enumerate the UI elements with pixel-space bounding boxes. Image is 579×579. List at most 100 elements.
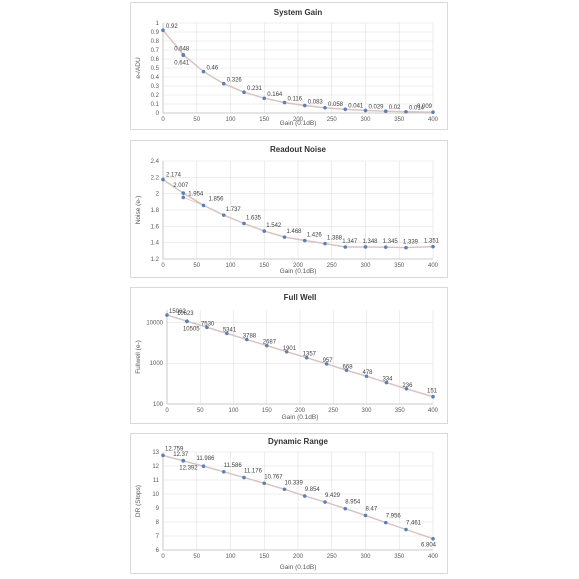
data-point	[383, 520, 388, 525]
data-point	[431, 536, 435, 541]
x-tick-label: 50	[193, 263, 200, 269]
y-tick-label: 0.6	[151, 57, 160, 63]
data-label: 0.641	[174, 60, 190, 66]
data-label: 1.635	[246, 215, 262, 221]
chart-title: Full Well	[284, 293, 317, 302]
x-tick-label: 50	[193, 554, 200, 560]
y-tick-label: 0.3	[151, 84, 160, 90]
data-point	[431, 110, 435, 114]
data-label: 2.007	[173, 183, 189, 189]
data-label: 0.083	[308, 100, 324, 106]
x-tick-label: 50	[193, 117, 200, 123]
data-point	[262, 481, 267, 486]
chart-title: Readout Noise	[270, 145, 327, 154]
x-tick-label: 0	[161, 554, 165, 560]
data-point	[284, 349, 289, 354]
data-point	[383, 245, 388, 249]
y-tick-label: 0	[156, 111, 160, 117]
data-label: 10.767	[264, 474, 283, 480]
data-label: 1.542	[266, 223, 282, 229]
x-tick-label: 100	[228, 408, 239, 414]
data-point	[181, 195, 186, 200]
data-label: 1901	[283, 346, 297, 352]
data-label: 15062	[169, 309, 186, 315]
x-tick-label: 150	[262, 408, 273, 414]
y-tick-label: 2.4	[151, 159, 160, 165]
x-tick-label: 200	[293, 554, 304, 560]
x-tick-label: 350	[395, 408, 406, 414]
data-label: 0.231	[247, 86, 263, 92]
data-point	[384, 380, 389, 385]
data-point	[282, 487, 287, 492]
y-tick-label: 2.2	[151, 175, 160, 181]
data-point	[185, 319, 189, 324]
data-point	[181, 458, 186, 463]
data-point	[165, 313, 169, 317]
x-tick-label: 350	[394, 554, 405, 560]
data-point	[225, 331, 229, 336]
y-tick-label: 2	[156, 192, 160, 198]
data-label: 478	[363, 370, 374, 376]
chart-full-well: Full Well 100 1000 10000 0 50 100 150 200 250 300 3…	[135, 293, 439, 421]
data-label: 1.856	[209, 196, 225, 202]
data-label: 1.954	[188, 191, 204, 197]
data-point	[181, 191, 186, 195]
x-tick-label: 100	[225, 263, 236, 269]
data-label: 12.759	[165, 446, 184, 452]
data-point	[404, 245, 408, 250]
data-label: 0.014	[409, 106, 425, 112]
data-point	[343, 245, 348, 249]
data-label: 1.468	[287, 229, 303, 235]
x-tick-label: 0	[165, 408, 169, 414]
x-axis-label: Gain (0.1dB)	[280, 564, 317, 571]
data-point	[363, 108, 368, 113]
chart-panel-dynamic-range: Dynamic Range 6 7 8 9 10 11 12 13 0 50 100 150 200 250…	[130, 433, 448, 574]
data-label: 8.954	[345, 500, 361, 506]
x-tick-label: 300	[360, 117, 371, 123]
chart-panel-system-gain: System Gain 0 0.1 0.2 0.3 0.4 0.5 0.6 0.7 0.8 0.9 1…	[130, 2, 448, 130]
y-tick-label: 0.7	[151, 48, 160, 54]
data-label: 1.347	[342, 239, 358, 245]
x-tick-label: 400	[428, 263, 439, 269]
data-point	[201, 69, 206, 74]
data-label: 10505	[183, 326, 200, 332]
data-point	[344, 368, 349, 373]
x-tick-label: 150	[259, 263, 270, 269]
chart-dynamic-range: Dynamic Range 6 7 8 9 10 11 12 13 0 50 100 150 200 250…	[135, 437, 439, 571]
chart-system-gain: System Gain 0 0.1 0.2 0.3 0.4 0.5 0.6 0.7 0.8 0.9 1…	[135, 8, 439, 127]
y-tick-label: 1000	[150, 361, 164, 367]
data-label: 12.37	[173, 452, 189, 458]
data-label: 1357	[303, 352, 317, 358]
y-tick-label: 6	[156, 548, 160, 554]
data-label: 334	[382, 377, 393, 383]
x-tick-label: 200	[293, 117, 304, 123]
data-point	[364, 374, 369, 379]
x-tick-label: 150	[259, 117, 270, 123]
data-point	[302, 238, 307, 243]
y-axis-label: Fullwell (e-)	[135, 340, 142, 374]
x-tick-label: 100	[225, 554, 236, 560]
x-tick-label: 50	[197, 408, 204, 414]
chart-readout-noise: Readout Noise 1.2 1.4 1.6 1.8 2 2.2 2.4 0 50 100 15…	[135, 145, 440, 275]
data-point	[201, 203, 206, 208]
data-point	[242, 221, 246, 226]
data-label: 8.47	[366, 506, 378, 512]
data-point	[324, 362, 329, 366]
chart-title: System Gain	[274, 8, 323, 17]
data-label: 11.176	[244, 469, 263, 475]
data-label: 10.339	[285, 480, 304, 486]
data-point	[323, 241, 327, 246]
y-tick-label: 12	[152, 464, 159, 470]
data-point	[181, 53, 186, 58]
y-tick-label: 1	[156, 21, 160, 27]
y-tick-label: 10000	[146, 320, 163, 326]
y-axis-label: DR (Stops)	[135, 485, 142, 517]
chart-panel-readout-noise: Readout Noise 1.2 1.4 1.6 1.8 2 2.2 2.4 0 50 100 15…	[130, 140, 448, 278]
data-label: 0.326	[227, 78, 243, 84]
x-tick-label: 150	[259, 554, 270, 560]
data-label: 236	[402, 383, 413, 389]
data-label: 1.348	[363, 239, 379, 245]
data-label: 0.029	[369, 104, 385, 110]
data-point	[221, 81, 226, 86]
y-tick-label: 1.2	[151, 257, 160, 263]
